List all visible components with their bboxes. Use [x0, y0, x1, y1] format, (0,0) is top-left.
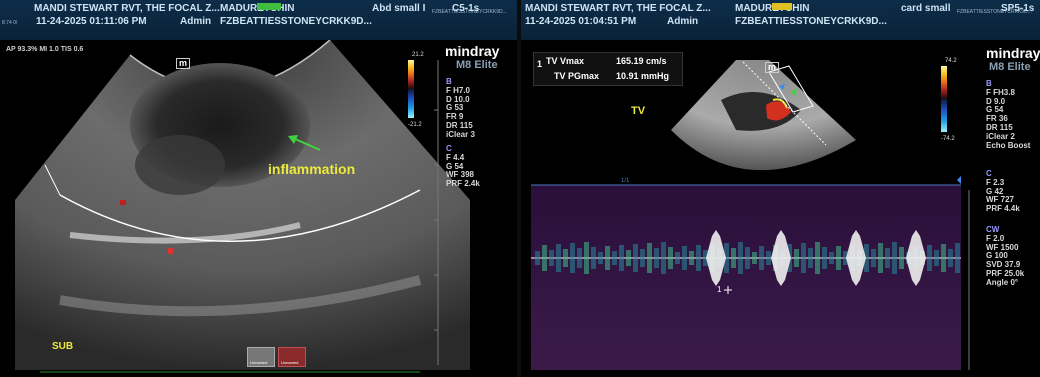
velocity-colorbar — [408, 60, 414, 118]
owner-name: MADURETCHIN — [220, 3, 294, 15]
parameter-line: F FH3.8 — [986, 87, 1015, 97]
operator: Admin — [667, 16, 699, 27]
measure-cursor — [724, 286, 732, 294]
probe-prefix: 8.74 0/ — [2, 20, 18, 26]
cursor-label: 1 — [717, 285, 722, 294]
power-readout: AP 93.3% MI 1.0 TIS 0.6 — [6, 46, 84, 53]
parameter-line: WF 727 — [986, 195, 1015, 205]
patient-name: MANDI STEWART RVT, THE FOCAL Z... — [34, 3, 220, 14]
cw-parameters: CW F 2.0 WF 1500 G 100 SVD 37.9 PRF 25.0k Angl… — [986, 225, 1025, 288]
parameter-line: G 54 — [986, 105, 1004, 115]
probe-tag: FZBEATTIESSTONEYCRKK9D... — [432, 9, 507, 15]
parameter-line: PRF 2.4k — [446, 179, 480, 189]
spectral-doppler-strip — [531, 185, 961, 370]
parameter-line: iClear 3 — [446, 129, 475, 139]
right-header-bar: MANDI STEWART RVT, THE FOCAL Z... MADURE… — [521, 0, 1040, 40]
parameter-line: PRF 4.4k — [986, 204, 1020, 214]
parameter-line: SVD 37.9 — [986, 260, 1021, 270]
green-arrow-icon — [288, 135, 321, 151]
parameter-line: D 9.0 — [986, 96, 1006, 106]
parameter-line: C — [986, 169, 992, 178]
parameter-line: FR 36 — [986, 114, 1008, 124]
color-flow-jet — [766, 101, 791, 121]
velocity-colorbar — [941, 66, 947, 132]
owner-name: MADURETCHIN — [735, 3, 809, 15]
parameter-line: D 10.0 — [446, 94, 470, 104]
colorbar-max: 74.2 — [945, 58, 957, 64]
measurement-index: 1 — [537, 59, 543, 69]
colorbar-min: -74.2 — [941, 136, 955, 142]
vmax-value: 165.19 cm/s — [616, 56, 667, 66]
b-mode-image — [15, 39, 470, 373]
parameter-line: G 100 — [986, 251, 1008, 261]
parameter-line: DR 115 — [986, 122, 1013, 132]
exam-datetime: 11-24-2025 01:04:51 PM — [525, 16, 637, 27]
mindray-logo: mindray — [986, 45, 1040, 61]
thumbnail-2[interactable]: Unnamed — [278, 347, 306, 367]
parameter-line: WF 398 — [446, 170, 475, 180]
probe-code: C5-1s — [452, 3, 480, 14]
system-model: M8 Elite — [456, 59, 498, 71]
parameter-line: iClear 2 — [986, 131, 1015, 141]
parameter-line: C — [446, 144, 452, 153]
probe-tag: FZBEATTIESSTONEYCRKK9D... — [957, 9, 1032, 15]
exam-datetime: 11-24-2025 01:11:06 PM — [36, 16, 147, 27]
vmax-label: TV Vmax — [546, 56, 585, 66]
pgmax-value: 10.91 mmHg — [616, 71, 670, 81]
parameter-line: Angle 0° — [986, 277, 1019, 287]
measurement-box: 1 TV Vmax 165.19 cm/s TV PGmax 10.91 mmH… — [533, 52, 683, 86]
mindray-logo: mindray — [445, 43, 500, 59]
parameter-line: B — [986, 79, 992, 88]
view-label: SUB — [52, 341, 74, 352]
parameter-line: F 2.3 — [986, 177, 1005, 187]
sweep-indicator: 1/1 — [621, 178, 630, 184]
parameter-line: F 4.4 — [446, 152, 465, 162]
parameter-line: F H7.0 — [446, 85, 471, 95]
ultrasound-sector — [15, 40, 470, 370]
parameter-line: FR 9 — [446, 112, 464, 122]
exam-preset: Abd small I — [372, 3, 426, 14]
panel-divider — [517, 0, 521, 377]
doppler-image — [531, 60, 970, 370]
left-header-bar: MANDI STEWART RVT, THE FOCAL Z... MADURE… — [0, 0, 517, 40]
colorbar-max: 21.2 — [412, 52, 424, 58]
probe-code: SP5-1s — [1001, 3, 1035, 14]
parameter-line: F 2.0 — [986, 233, 1005, 243]
inflammation-label: inflammation — [268, 161, 356, 177]
pgmax-label: TV PGmax — [554, 71, 600, 81]
view-label: TV — [631, 105, 646, 117]
parameter-line: DR 115 — [446, 120, 473, 130]
thumbnail-1[interactable]: Unnamed — [247, 347, 275, 367]
cardiac-doppler-panel: MANDI STEWART RVT, THE FOCAL Z... MADURE… — [521, 0, 1040, 377]
colorbar-min: -21.2 — [408, 122, 422, 128]
parameter-line: G 53 — [446, 103, 464, 113]
parameter-line: G 42 — [986, 186, 1004, 196]
exam-id: FZBEATTIESSTONEYCRKK9D... — [735, 16, 887, 27]
exam-id: FZBEATTIESSTONEYCRKK9D... — [220, 16, 372, 27]
parameter-line: G 54 — [446, 161, 464, 171]
orientation-marker: m — [176, 58, 191, 69]
exam-preset: card small — [901, 3, 951, 14]
color-box-arc — [59, 189, 421, 242]
parameter-line: Echo Boost — [986, 140, 1031, 150]
parameter-line: WF 1500 — [986, 242, 1019, 252]
system-model: M8 Elite — [989, 61, 1031, 73]
parameter-line: CW — [986, 225, 1000, 234]
abdominal-ultrasound-panel: MANDI STEWART RVT, THE FOCAL Z... MADURE… — [0, 0, 517, 377]
orientation-marker: m — [765, 62, 780, 73]
patient-name: MANDI STEWART RVT, THE FOCAL Z... — [525, 3, 711, 14]
parameter-line: B — [446, 77, 452, 86]
parameter-line: PRF 25.0k — [986, 268, 1025, 278]
operator: Admin — [180, 16, 212, 27]
